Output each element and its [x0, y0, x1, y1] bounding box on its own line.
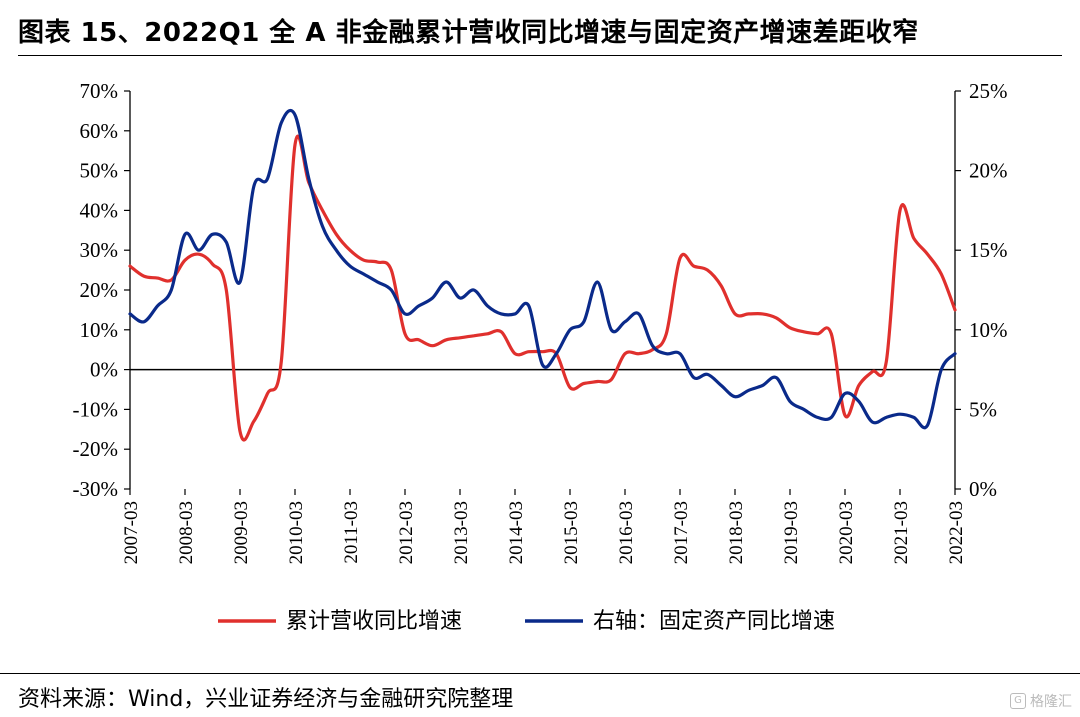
watermark-text: 格隆汇: [1030, 694, 1072, 710]
series-line-fixed-asset-growth: [128, 108, 957, 430]
watermark-logo-icon: G: [1010, 693, 1026, 709]
x-tick-label: 2014-03: [506, 501, 527, 564]
x-tick-label: 2008-03: [176, 501, 197, 564]
x-tick-label: 2010-03: [286, 501, 307, 564]
x-tick-label: 2019-03: [781, 501, 802, 564]
left-tick-label: 30%: [80, 238, 119, 262]
x-tick-label: 2016-03: [616, 501, 637, 564]
right-tick-label: 25%: [969, 79, 1008, 103]
x-tick-label: 2009-03: [231, 501, 252, 564]
x-tick-label: 2022-03: [946, 501, 967, 564]
left-tick-label: -30%: [73, 477, 119, 501]
line-chart: 70% 60% 50% 40% 30% 20% 10% 0% -10% -20% -30% 25% 20…: [73, 79, 1008, 633]
left-tick-label: 0%: [90, 358, 118, 382]
left-tick-label: 40%: [80, 198, 119, 222]
chart-title: 图表 15、2022Q1 全 A 非金融累计营收同比增速与固定资产增速差距收窄: [18, 18, 919, 48]
left-tick-label: -10%: [73, 397, 119, 421]
left-tick-label: 10%: [80, 318, 119, 342]
right-tick-label: 5%: [969, 397, 997, 421]
left-tick-label: 20%: [80, 278, 119, 302]
left-tick-label: 50%: [80, 159, 119, 183]
right-tick-label: 20%: [969, 159, 1008, 183]
right-tick-label: 15%: [969, 238, 1008, 262]
x-tick-label: 2013-03: [451, 501, 472, 564]
source-note: 资料来源：Wind，兴业证券经济与金融研究院整理: [18, 687, 514, 712]
watermark: G 格隆汇: [1010, 691, 1072, 711]
x-tick-label: 2018-03: [726, 501, 747, 564]
footer-rule: [0, 673, 1080, 674]
left-tick-label: 70%: [80, 79, 119, 103]
x-tick-label: 2021-03: [891, 501, 912, 564]
x-tick-label: 2017-03: [671, 501, 692, 564]
x-tick-label: 2015-03: [561, 501, 582, 564]
right-tick-label: 10%: [969, 318, 1008, 342]
x-tick-label: 2011-03: [341, 501, 362, 564]
title-rule: [18, 55, 1062, 56]
right-tick-label: 0%: [969, 477, 997, 501]
left-tick-label: 60%: [80, 119, 119, 143]
legend-label-fixed-asset: 右轴：固定资产同比增速: [593, 608, 835, 633]
left-tick-label: -20%: [73, 437, 119, 461]
x-tick-label: 2012-03: [396, 501, 417, 564]
x-tick-label: 2020-03: [836, 501, 857, 564]
x-tick-label: 2007-03: [121, 501, 142, 564]
legend-label-revenue: 累计营收同比增速: [286, 608, 462, 633]
